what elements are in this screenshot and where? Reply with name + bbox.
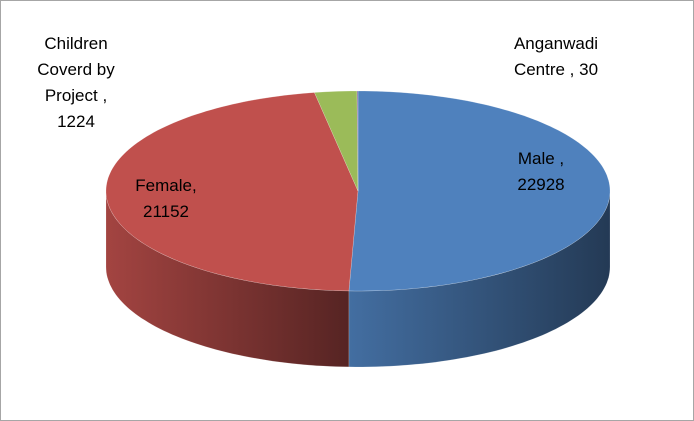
slice: [105, 92, 359, 292]
slice: [314, 90, 359, 192]
slice: [348, 90, 611, 292]
data-label: Anganwadi Centre , 30: [513, 34, 599, 79]
data-label: Children Coverd by Project , 1224: [37, 34, 115, 131]
slice-side: [105, 190, 350, 368]
data-label: Female, 21152: [135, 176, 197, 221]
data-label: Male , 22928: [517, 149, 565, 194]
slice: [356, 90, 359, 192]
